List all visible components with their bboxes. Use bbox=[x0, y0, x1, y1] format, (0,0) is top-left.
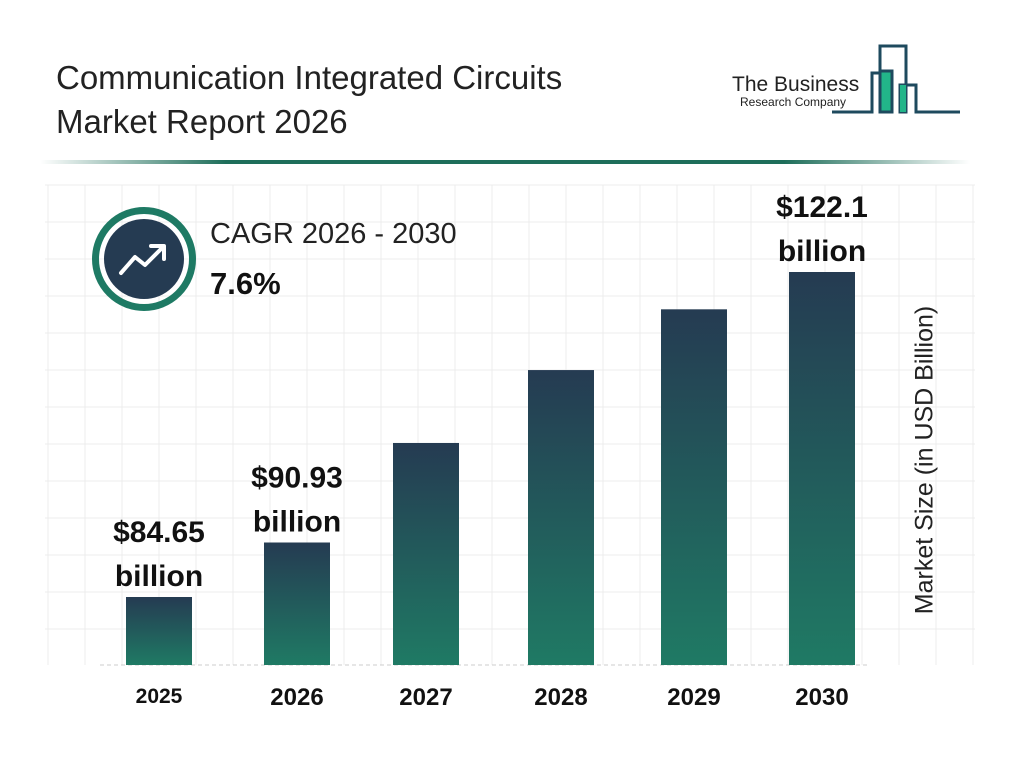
page-title: Communication Integrated Circuits Market… bbox=[56, 56, 562, 144]
data-label: $122.1 bbox=[776, 191, 868, 224]
bar-2026 bbox=[264, 542, 330, 665]
data-label: billion bbox=[253, 506, 341, 539]
cagr-badge bbox=[92, 207, 196, 311]
logo-bars-icon bbox=[832, 44, 960, 114]
bar-2025 bbox=[126, 597, 192, 665]
x-tick-label: 2028 bbox=[534, 684, 587, 711]
x-tick-label: 2025 bbox=[136, 685, 183, 708]
x-tick-label: 2029 bbox=[667, 684, 720, 711]
cagr-value: 7.6% bbox=[210, 266, 281, 301]
data-label: billion bbox=[115, 560, 203, 593]
y-axis-label: Market Size (in USD Billion) bbox=[910, 305, 939, 615]
logo-line1: The Business bbox=[732, 73, 860, 96]
cagr-label: CAGR 2026 - 2030 bbox=[210, 218, 457, 250]
x-tick-label: 2026 bbox=[270, 684, 323, 711]
bar-2028 bbox=[528, 370, 594, 665]
x-tick-label: 2030 bbox=[795, 684, 848, 711]
x-tick-label: 2027 bbox=[399, 684, 452, 711]
divider bbox=[40, 160, 970, 164]
data-label: $90.93 bbox=[251, 462, 343, 495]
data-label: $84.65 bbox=[113, 516, 205, 549]
title-line1: Communication Integrated Circuits bbox=[56, 59, 563, 96]
title-line2: Market Report 2026 bbox=[56, 103, 348, 140]
logo-line2: Research Company bbox=[740, 95, 847, 109]
bar-2029 bbox=[661, 309, 727, 665]
bar-2027 bbox=[393, 442, 459, 665]
trend-up-icon bbox=[119, 244, 166, 275]
company-logo: The Business Research Company bbox=[720, 40, 970, 120]
data-label: billion bbox=[778, 235, 866, 268]
bar-2030 bbox=[789, 272, 855, 665]
